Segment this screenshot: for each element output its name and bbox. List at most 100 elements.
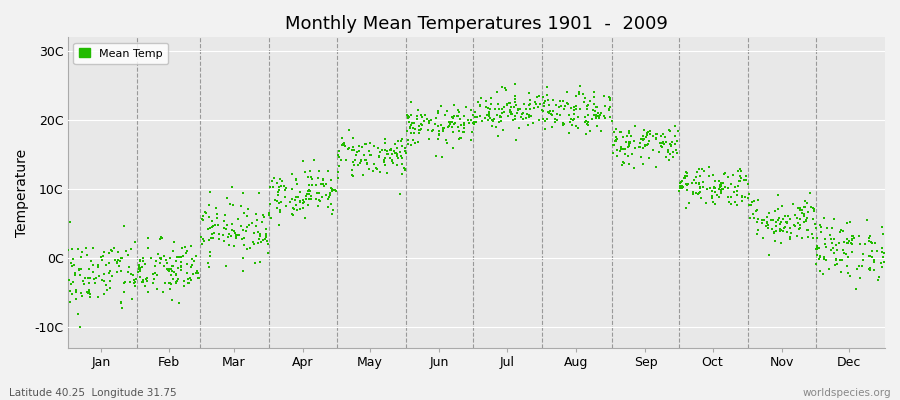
Point (397, 165, 411, 172)
Point (800, 214, 814, 221)
Point (698, 200, 713, 206)
Point (545, 108, 560, 114)
Point (363, 140, 377, 146)
Point (500, 101, 514, 108)
Point (451, 106, 465, 113)
Point (279, 185, 293, 192)
Point (526, 120, 540, 126)
Point (190, 268, 204, 274)
Point (432, 128, 446, 135)
Point (622, 128, 636, 134)
Point (384, 150, 399, 157)
Point (378, 140, 392, 146)
Point (310, 175, 325, 181)
Point (862, 253, 877, 260)
Point (521, 121, 535, 128)
Point (209, 205, 223, 211)
Point (528, 98, 543, 105)
Point (746, 214, 760, 221)
Point (263, 184, 277, 190)
Point (132, 266, 147, 272)
Point (196, 213, 211, 219)
Point (845, 236, 859, 243)
Point (589, 112, 603, 119)
Text: Latitude 40.25  Longitude 31.75: Latitude 40.25 Longitude 31.75 (9, 388, 176, 398)
Point (62, 277, 77, 284)
Point (734, 194, 749, 200)
Point (404, 130, 419, 137)
Point (718, 184, 733, 190)
Point (371, 145, 385, 151)
Point (359, 141, 374, 147)
Point (863, 233, 878, 239)
Point (472, 102, 487, 109)
Point (147, 276, 161, 282)
Point (564, 105, 579, 111)
Point (322, 191, 337, 198)
Point (490, 89, 504, 95)
Point (556, 122, 571, 128)
Point (792, 226, 806, 232)
Point (64, 260, 78, 266)
Point (791, 220, 806, 227)
Point (323, 192, 338, 198)
Point (187, 258, 202, 264)
Point (180, 261, 194, 267)
Point (399, 150, 413, 156)
Point (768, 238, 782, 244)
Point (482, 113, 496, 119)
Point (457, 125, 472, 132)
Point (727, 189, 742, 195)
Point (291, 194, 305, 200)
Point (801, 233, 815, 240)
Point (450, 113, 464, 119)
Point (330, 175, 345, 182)
Point (715, 183, 729, 189)
Point (443, 120, 457, 126)
Point (451, 124, 465, 131)
Point (733, 178, 747, 184)
Point (325, 186, 339, 192)
Point (681, 181, 696, 187)
Point (780, 229, 795, 236)
Point (140, 235, 155, 241)
Point (225, 220, 239, 227)
Point (68, 296, 83, 302)
Point (628, 145, 643, 152)
Point (549, 102, 563, 108)
Point (679, 205, 693, 211)
Point (360, 160, 374, 167)
Point (788, 222, 802, 229)
Point (614, 144, 628, 150)
Point (782, 234, 796, 240)
Point (70, 246, 85, 252)
Point (862, 266, 877, 272)
Point (100, 287, 114, 293)
Point (855, 263, 869, 269)
Point (581, 119, 596, 126)
Point (121, 252, 135, 258)
Point (680, 169, 694, 175)
Point (808, 225, 823, 232)
Point (808, 221, 823, 227)
Point (133, 264, 148, 271)
Point (797, 218, 812, 225)
Point (738, 194, 752, 200)
Point (351, 142, 365, 149)
Point (325, 188, 339, 194)
Point (580, 122, 595, 128)
Point (481, 104, 495, 111)
Point (440, 140, 454, 146)
Point (239, 228, 254, 234)
Point (136, 279, 150, 285)
Point (508, 99, 523, 106)
Point (714, 189, 728, 196)
Point (774, 226, 788, 233)
Point (774, 219, 788, 225)
Point (110, 259, 124, 266)
Point (128, 239, 142, 246)
Point (436, 127, 451, 134)
Point (780, 220, 795, 227)
Point (565, 116, 580, 123)
Point (323, 190, 338, 196)
